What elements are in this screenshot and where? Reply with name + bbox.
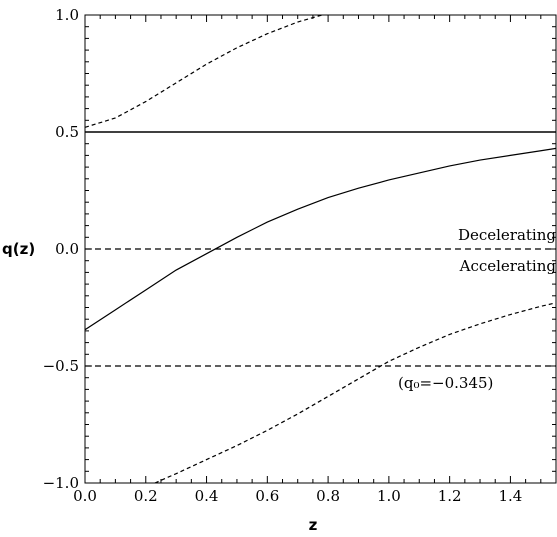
x-tick-label: 0.4	[195, 487, 219, 505]
x-tick-labels: 0.0 0.2 0.4 0.6 0.8 1.0 1.2 1.4	[73, 487, 522, 505]
series-line-2	[154, 302, 556, 483]
ticks	[84, 14, 557, 484]
y-tick-label: 0.0	[55, 240, 79, 258]
x-tick-label: 0.8	[316, 487, 340, 505]
x-tick-label: 1.2	[438, 487, 462, 505]
y-tick-label: −0.5	[43, 357, 79, 375]
x-axis-title: z	[309, 516, 318, 534]
y-tick-label: 0.5	[55, 123, 79, 141]
y-tick-label: 1.0	[55, 6, 79, 24]
x-tick-label: 0.6	[255, 487, 279, 505]
x-tick-label: 0.2	[134, 487, 158, 505]
x-tick-label: 1.0	[377, 487, 401, 505]
x-tick-label: 1.4	[498, 487, 522, 505]
y-tick-labels: −1.0 −0.5 0.0 0.5 1.0	[43, 6, 79, 492]
y-axis-title: q(z)	[2, 240, 35, 258]
series-line-0	[85, 147, 556, 331]
q0-annotation: (q₀=−0.345)	[398, 374, 493, 392]
x-tick-label: 0.0	[73, 487, 97, 505]
y-tick-label: −1.0	[43, 474, 79, 492]
series-layer	[85, 15, 556, 483]
series-line-1	[85, 15, 323, 128]
accelerating-label: Accelerating	[459, 257, 557, 275]
decelerating-label: Decelerating	[458, 226, 556, 244]
reference-lines	[85, 131, 556, 367]
